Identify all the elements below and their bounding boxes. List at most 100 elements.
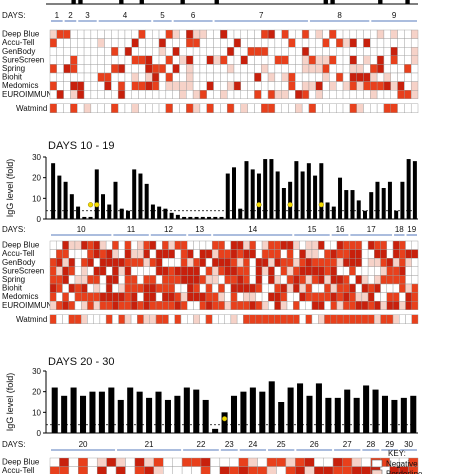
panel2-cell <box>405 266 412 276</box>
panel1-cell <box>261 38 269 48</box>
panel2-cell <box>143 283 150 293</box>
key-label: Negative <box>386 460 418 469</box>
panel3-cell <box>78 466 88 474</box>
panel2-cell <box>405 258 412 268</box>
watmind-cell <box>295 103 303 114</box>
bar <box>344 389 351 433</box>
watmind-cell <box>380 314 388 324</box>
panel1-cell <box>370 89 378 99</box>
bar <box>51 387 58 433</box>
bar <box>372 389 379 433</box>
panel2-cell <box>80 240 88 250</box>
panel2-cell <box>168 266 175 276</box>
panel1-cell <box>410 55 419 65</box>
panel1-cell <box>397 81 405 91</box>
panel2-cell <box>137 283 144 293</box>
panel3-cell <box>266 457 277 467</box>
panel2-cell <box>361 301 369 311</box>
panel1-cell <box>226 89 235 99</box>
panel2-cell <box>205 275 213 285</box>
panel1-cell <box>226 47 235 57</box>
panel2-cell <box>280 275 288 285</box>
panel2-cell <box>392 240 400 250</box>
test-label: Medomics <box>2 292 38 301</box>
panel1-cell <box>117 55 126 65</box>
panel-days-20-30: DAYS 20 - 30 0 10 20 30 IgG level (fold) DAYS:… <box>2 356 419 474</box>
panel2-cell <box>411 249 419 259</box>
panel2-cell <box>374 301 381 311</box>
panel1-cell <box>356 72 364 82</box>
bar <box>221 412 228 433</box>
panel1-cell <box>295 38 303 48</box>
panel2-cell <box>124 301 132 311</box>
panel2-cell <box>74 301 82 311</box>
panel2-cell <box>405 283 412 293</box>
panel3-cell <box>361 457 372 467</box>
test-label: SureScreen <box>2 55 44 64</box>
watmind-cell <box>117 103 126 114</box>
panel2-cell <box>211 258 219 268</box>
panel2-cell <box>286 275 294 285</box>
panel2-cell <box>105 249 113 259</box>
panel2-cell <box>162 292 169 302</box>
panel1-cell <box>186 38 194 48</box>
panel1-cell <box>308 29 316 39</box>
panel1-cell <box>117 29 126 39</box>
watmind-cell <box>206 103 214 114</box>
panel1-cell <box>90 47 98 57</box>
panel1-cell <box>397 89 405 99</box>
panel2-cell <box>330 258 338 268</box>
panel2-cell <box>349 292 356 302</box>
panel1-cell <box>233 72 242 82</box>
watmind-cell <box>158 103 167 114</box>
panel1-cell <box>124 72 132 82</box>
panel3-cell <box>96 466 107 474</box>
panel2-cell <box>99 283 107 293</box>
watmind-cell <box>356 103 364 114</box>
bar <box>306 163 311 219</box>
panel2-cell <box>411 258 419 268</box>
panel1-cell <box>226 72 235 82</box>
panel2-cell <box>68 258 76 268</box>
panel2-cell <box>299 275 306 285</box>
bar <box>225 173 230 219</box>
day-group-label: 15 <box>308 225 317 234</box>
panel2-cell <box>268 283 275 293</box>
panel2-cell <box>68 275 76 285</box>
panel2-cell <box>137 258 144 268</box>
panel1-cell <box>111 47 119 57</box>
panel1-cell <box>70 29 78 39</box>
panel2-cell <box>162 240 169 250</box>
bar <box>69 194 74 219</box>
panel1-cell <box>77 72 85 82</box>
panel2-cell <box>361 275 369 285</box>
panel2-cell <box>99 292 107 302</box>
panel1-cell <box>165 38 173 48</box>
day-group-label: 28 <box>366 440 375 449</box>
panel1-cell <box>376 29 385 39</box>
panel2-cell <box>255 240 263 250</box>
panel3-cell <box>304 466 315 474</box>
panel2-cell <box>118 258 126 268</box>
watmind-cell <box>131 103 139 114</box>
panel2-cell <box>367 258 375 268</box>
watmind-cell <box>315 103 323 114</box>
panel2-cell <box>130 266 138 276</box>
panel1-cell <box>274 55 282 65</box>
panel1-cell <box>383 55 391 65</box>
panel2-cell <box>392 266 400 276</box>
panel3-cell <box>144 457 154 467</box>
panel1-cell <box>322 29 330 39</box>
bar <box>350 190 355 219</box>
panel2-cell <box>255 301 263 311</box>
panel2-cell <box>68 301 76 311</box>
panel2-cell <box>293 283 300 293</box>
panel1-cell <box>410 81 419 91</box>
panel2-cell <box>162 301 169 311</box>
panel2-cell <box>149 301 157 311</box>
test-label: Accu-Tell <box>2 38 35 47</box>
y-tick-label: 20 <box>32 174 41 183</box>
bar <box>82 216 87 219</box>
bar <box>391 399 398 433</box>
panel2-cell <box>124 292 132 302</box>
